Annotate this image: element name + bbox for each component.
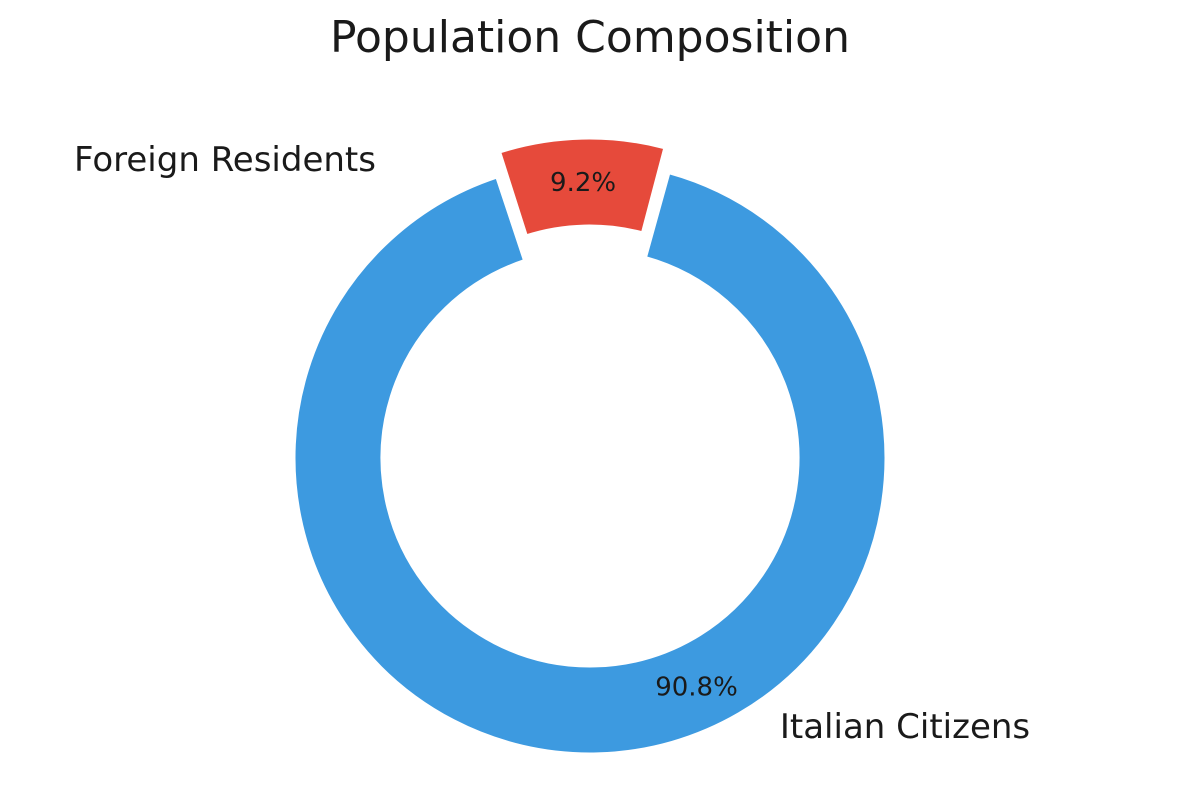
category-label-foreign-residents: Foreign Residents <box>74 140 376 180</box>
category-label-italian-citizens: Italian Citizens <box>780 707 1030 747</box>
percent-label-italian-citizens: 90.8% <box>655 672 738 702</box>
slice-italian-citizens <box>292 170 888 756</box>
chart-title: Population Composition <box>330 12 850 63</box>
slice-foreign-residents <box>497 136 667 238</box>
percent-label-foreign-residents: 9.2% <box>550 168 616 198</box>
slices-group <box>292 136 888 756</box>
labels-group: 9.2% Foreign Residents 90.8% Italian Citize… <box>74 140 1030 747</box>
